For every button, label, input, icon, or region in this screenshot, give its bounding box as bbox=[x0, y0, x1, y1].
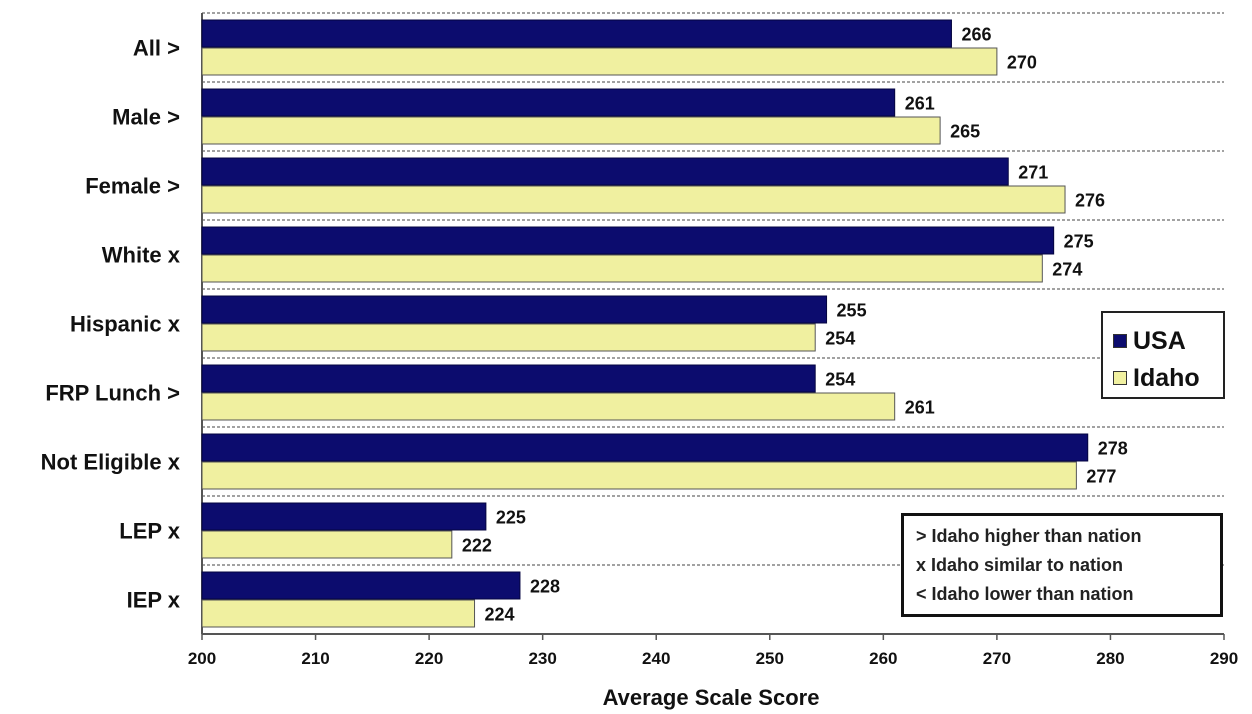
bar-idaho bbox=[201, 530, 453, 559]
legend: USA Idaho bbox=[1101, 311, 1225, 399]
legend-label-idaho: Idaho bbox=[1133, 363, 1200, 392]
category-label: FRP Lunch > bbox=[45, 381, 180, 406]
note-higher: > Idaho higher than nation bbox=[916, 526, 1142, 546]
bar-usa bbox=[201, 157, 1009, 186]
bar-idaho bbox=[201, 461, 1077, 490]
bar-usa bbox=[201, 433, 1089, 462]
value-label-idaho: 254 bbox=[825, 329, 855, 349]
note-similar: x Idaho similar to nation bbox=[916, 555, 1124, 575]
x-axis-title: Average Scale Score bbox=[603, 685, 820, 710]
value-label-idaho: 261 bbox=[905, 398, 935, 418]
value-label-usa: 228 bbox=[530, 577, 560, 597]
category-label: White x bbox=[102, 243, 181, 268]
legend-swatch-usa bbox=[1113, 334, 1127, 348]
value-label-usa: 255 bbox=[837, 301, 867, 321]
value-label-usa: 278 bbox=[1098, 439, 1128, 459]
bar-idaho bbox=[201, 254, 1043, 283]
bar-usa bbox=[201, 295, 828, 324]
significance-key: > Idaho higher than nation x Idaho simil… bbox=[901, 513, 1223, 617]
x-tick-label: 210 bbox=[301, 649, 329, 668]
bar-idaho bbox=[201, 116, 941, 145]
category-label: Hispanic x bbox=[70, 312, 181, 337]
category-label: Not Eligible x bbox=[41, 450, 181, 475]
bar-usa bbox=[201, 502, 487, 531]
bar-idaho bbox=[201, 185, 1066, 214]
x-tick-label: 200 bbox=[188, 649, 216, 668]
x-tick-label: 240 bbox=[642, 649, 670, 668]
x-tick-label: 290 bbox=[1210, 649, 1238, 668]
value-label-idaho: 270 bbox=[1007, 53, 1037, 73]
bar-idaho bbox=[201, 47, 998, 76]
bar-idaho bbox=[201, 323, 816, 352]
bar-usa bbox=[201, 88, 896, 117]
bar-usa bbox=[201, 571, 521, 600]
value-label-idaho: 274 bbox=[1052, 260, 1082, 280]
category-label: Male > bbox=[112, 105, 180, 130]
x-tick-label: 230 bbox=[528, 649, 556, 668]
bar-usa bbox=[201, 19, 952, 48]
x-tick-label: 260 bbox=[869, 649, 897, 668]
legend-label-usa: USA bbox=[1133, 326, 1186, 355]
value-label-idaho: 265 bbox=[950, 122, 980, 142]
value-label-idaho: 224 bbox=[485, 605, 515, 625]
value-label-idaho: 277 bbox=[1086, 467, 1116, 487]
category-label: LEP x bbox=[119, 519, 181, 544]
legend-swatch-idaho bbox=[1113, 371, 1127, 385]
bar-usa bbox=[201, 364, 816, 393]
bar-idaho bbox=[201, 599, 476, 628]
value-label-usa: 225 bbox=[496, 508, 526, 528]
value-label-usa: 275 bbox=[1064, 232, 1094, 252]
category-label: IEP x bbox=[127, 588, 181, 613]
value-label-idaho: 222 bbox=[462, 536, 492, 556]
x-tick-label: 270 bbox=[983, 649, 1011, 668]
category-label: Female > bbox=[85, 174, 180, 199]
value-label-usa: 254 bbox=[825, 370, 855, 390]
x-tick-label: 250 bbox=[756, 649, 784, 668]
legend-item-idaho: Idaho bbox=[1113, 363, 1200, 393]
value-label-usa: 261 bbox=[905, 94, 935, 114]
x-tick-label: 280 bbox=[1096, 649, 1124, 668]
value-label-usa: 271 bbox=[1018, 163, 1048, 183]
legend-item-usa: USA bbox=[1113, 326, 1186, 356]
value-label-usa: 266 bbox=[961, 25, 991, 45]
value-label-idaho: 276 bbox=[1075, 191, 1105, 211]
bar-usa bbox=[201, 226, 1055, 255]
category-label: All > bbox=[133, 36, 180, 61]
note-lower: < Idaho lower than nation bbox=[916, 584, 1134, 604]
bar-idaho bbox=[201, 392, 896, 421]
x-tick-label: 220 bbox=[415, 649, 443, 668]
